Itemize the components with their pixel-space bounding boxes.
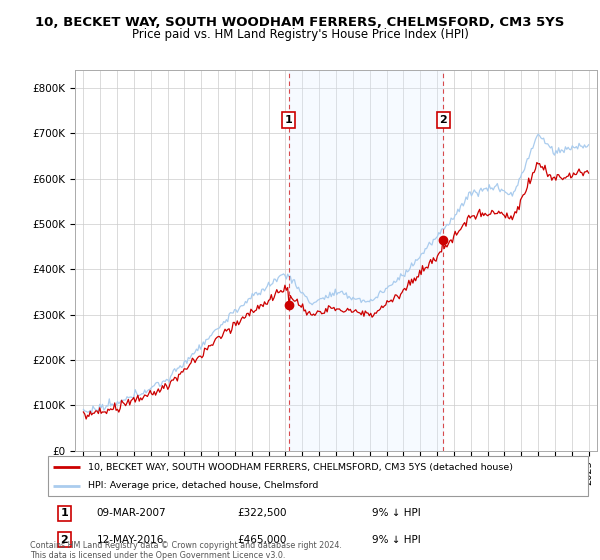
Text: 09-MAR-2007: 09-MAR-2007	[97, 508, 166, 518]
Text: 2: 2	[61, 535, 68, 544]
Text: 12-MAY-2016: 12-MAY-2016	[97, 535, 164, 544]
Bar	[289, 70, 443, 451]
Text: 9% ↓ HPI: 9% ↓ HPI	[372, 508, 421, 518]
Text: Contains HM Land Registry data © Crown copyright and database right 2024.
This d: Contains HM Land Registry data © Crown c…	[30, 540, 342, 560]
Text: £465,000: £465,000	[237, 535, 286, 544]
Text: HPI: Average price, detached house, Chelmsford: HPI: Average price, detached house, Chel…	[89, 481, 319, 491]
Text: 10, BECKET WAY, SOUTH WOODHAM FERRERS, CHELMSFORD, CM3 5YS (detached house): 10, BECKET WAY, SOUTH WOODHAM FERRERS, C…	[89, 463, 514, 472]
Text: Price paid vs. HM Land Registry's House Price Index (HPI): Price paid vs. HM Land Registry's House …	[131, 28, 469, 41]
Text: £322,500: £322,500	[237, 508, 287, 518]
Text: 9% ↓ HPI: 9% ↓ HPI	[372, 535, 421, 544]
Text: 10, BECKET WAY, SOUTH WOODHAM FERRERS, CHELMSFORD, CM3 5YS: 10, BECKET WAY, SOUTH WOODHAM FERRERS, C…	[35, 16, 565, 29]
Text: 2: 2	[439, 115, 447, 125]
FancyBboxPatch shape	[48, 456, 588, 496]
Text: 1: 1	[61, 508, 68, 518]
Text: 1: 1	[285, 115, 293, 125]
